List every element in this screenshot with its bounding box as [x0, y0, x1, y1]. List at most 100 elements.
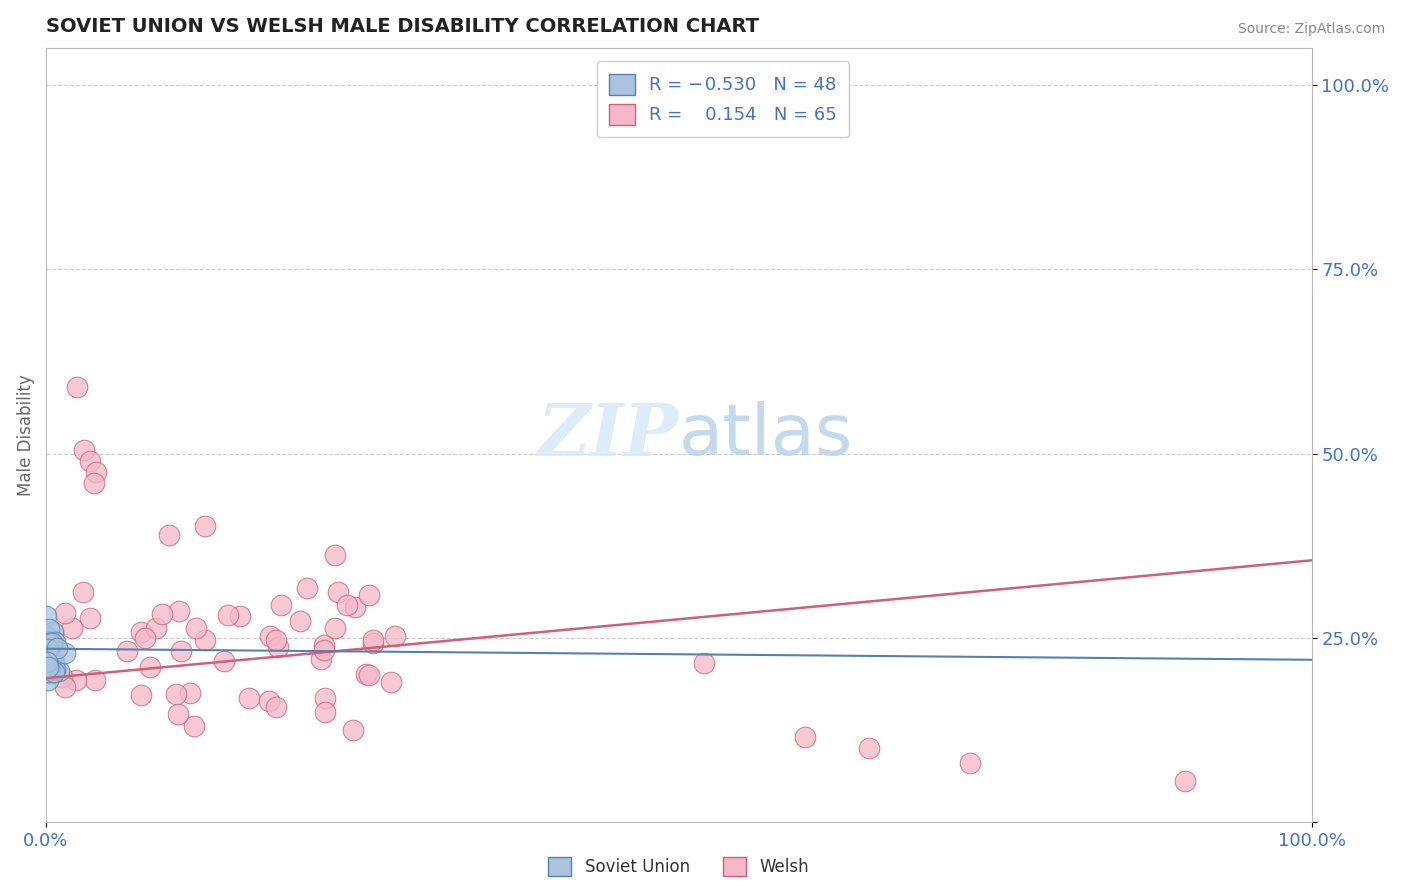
Point	[336, 599, 359, 613]
Point	[363, 632, 385, 647]
Point	[357, 588, 380, 602]
Point	[35, 645, 58, 659]
Point	[51, 670, 73, 684]
Point	[65, 673, 87, 687]
Point	[72, 585, 94, 599]
Point	[257, 694, 280, 708]
Point	[38, 650, 60, 665]
Point	[37, 634, 59, 648]
Point	[42, 665, 65, 679]
Point	[312, 638, 335, 652]
Point	[165, 687, 187, 701]
Point	[115, 644, 138, 658]
Point	[229, 608, 252, 623]
Legend: Soviet Union, Welsh: Soviet Union, Welsh	[541, 851, 815, 883]
Point	[150, 607, 173, 621]
Point	[179, 685, 201, 699]
Text: SOVIET UNION VS WELSH MALE DISABILITY CORRELATION CHART: SOVIET UNION VS WELSH MALE DISABILITY CO…	[46, 17, 759, 36]
Point	[380, 674, 402, 689]
Point	[44, 635, 66, 649]
Point	[212, 654, 235, 668]
Point	[295, 581, 318, 595]
Point	[42, 633, 65, 648]
Point	[62, 621, 84, 635]
Point	[167, 707, 190, 722]
Point	[384, 629, 406, 643]
Text: ZIP: ZIP	[538, 400, 679, 471]
Point	[38, 646, 60, 660]
Point	[693, 657, 716, 671]
Point	[35, 640, 58, 654]
Point	[83, 475, 105, 490]
Point	[41, 636, 63, 650]
Point	[42, 655, 65, 669]
Point	[35, 665, 58, 679]
Point	[79, 454, 101, 468]
Point	[38, 649, 60, 664]
Point	[183, 719, 205, 733]
Point	[35, 645, 58, 659]
Point	[84, 673, 107, 688]
Point	[37, 659, 59, 673]
Point	[37, 647, 59, 661]
Point	[139, 659, 162, 673]
Point	[38, 662, 60, 676]
Point	[46, 641, 69, 656]
Point	[264, 633, 287, 648]
Point	[328, 585, 350, 599]
Point	[44, 662, 66, 676]
Point	[184, 621, 207, 635]
Point	[35, 648, 58, 662]
Point	[39, 666, 62, 681]
Point	[42, 624, 65, 639]
Point	[267, 640, 290, 655]
Point	[73, 442, 96, 457]
Point	[37, 673, 59, 688]
Point	[167, 603, 190, 617]
Point	[37, 637, 59, 651]
Point	[37, 631, 59, 645]
Point	[37, 642, 59, 657]
Point	[38, 665, 60, 680]
Point	[270, 598, 292, 612]
Point	[37, 655, 59, 669]
Point	[194, 518, 217, 533]
Point	[323, 548, 346, 562]
Point	[361, 636, 384, 650]
Point	[858, 741, 880, 756]
Point	[131, 624, 153, 639]
Point	[42, 655, 65, 669]
Point	[354, 667, 377, 681]
Point	[53, 646, 76, 660]
Point	[55, 680, 77, 694]
Text: Source: ZipAtlas.com: Source: ZipAtlas.com	[1237, 22, 1385, 37]
Point	[217, 607, 239, 622]
Point	[48, 664, 70, 678]
Point	[79, 611, 101, 625]
Point	[343, 599, 366, 614]
Point	[134, 631, 156, 645]
Point	[38, 636, 60, 650]
Point	[194, 633, 217, 648]
Point	[129, 689, 152, 703]
Point	[37, 642, 59, 657]
Point	[37, 635, 59, 649]
Point	[86, 465, 108, 479]
Point	[259, 629, 281, 643]
Point	[39, 651, 62, 665]
Point	[359, 668, 381, 682]
Point	[53, 606, 76, 620]
Point	[41, 633, 63, 648]
Point	[342, 723, 364, 737]
Point	[35, 608, 58, 623]
Point	[323, 621, 346, 635]
Point	[238, 690, 260, 705]
Point	[309, 652, 332, 666]
Point	[38, 622, 60, 636]
Point	[38, 648, 60, 662]
Point	[35, 641, 58, 656]
Point	[35, 633, 58, 648]
Point	[66, 380, 89, 394]
Point	[145, 621, 167, 635]
Point	[37, 643, 59, 657]
